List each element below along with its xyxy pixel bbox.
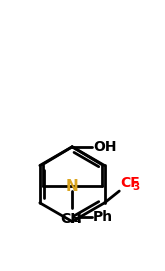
Text: CF: CF (120, 176, 140, 190)
Text: CH: CH (60, 212, 82, 226)
Text: 3: 3 (132, 182, 140, 192)
Text: OH: OH (93, 140, 116, 154)
Text: 2: 2 (73, 214, 80, 224)
Text: N: N (66, 179, 79, 194)
Text: Ph: Ph (93, 209, 113, 224)
